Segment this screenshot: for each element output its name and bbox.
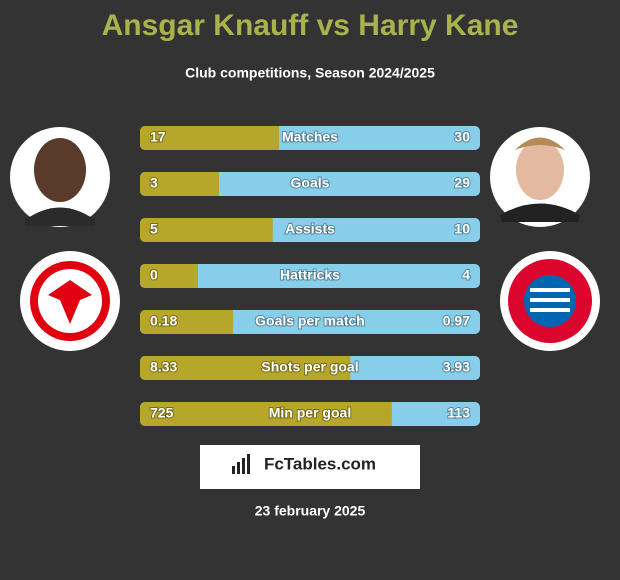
right-value: 29 [454, 175, 470, 191]
bar-left [140, 172, 219, 196]
right-value: 0.97 [443, 313, 470, 329]
bar-left [140, 402, 392, 426]
date: 23 february 2025 [255, 503, 366, 519]
left-value: 3 [150, 175, 158, 191]
right-value: 113 [447, 405, 470, 421]
brand: FcTables.com [264, 454, 376, 473]
bar-left-edge [227, 310, 234, 334]
brand-icon [232, 454, 250, 474]
left-value: 0 [150, 267, 158, 283]
stat-label: Matches [282, 129, 338, 145]
player-right-photo [490, 127, 590, 227]
player-left-photo [10, 127, 110, 227]
bar-track [140, 172, 480, 196]
bar-left [140, 218, 273, 242]
left-value: 725 [150, 405, 174, 421]
stat-label: Hattricks [280, 267, 340, 283]
bar-left [140, 264, 198, 288]
left-value: 5 [150, 221, 158, 237]
bar-left-edge [192, 264, 198, 288]
stat-label: Goals per match [255, 313, 365, 329]
club-right-logo [500, 251, 600, 351]
bar-left-edge [213, 172, 219, 196]
title: Ansgar Knauff vs Harry Kane [102, 9, 519, 42]
bar-left-edge [273, 126, 280, 150]
left-value: 17 [150, 129, 166, 145]
left-value: 0.18 [150, 313, 177, 329]
right-value: 30 [454, 129, 470, 145]
bar-track [140, 264, 480, 288]
club-left-logo [20, 251, 120, 351]
right-value: 10 [454, 221, 470, 237]
bar-left [140, 126, 280, 150]
stat-label: Assists [285, 221, 335, 237]
stat-rows: 17 Matches 30 3 Goals 29 5 Assists 10 0 Hattricks 4… [140, 126, 480, 426]
stat-label: Shots per goal [261, 359, 358, 375]
bar-left-edge [385, 402, 392, 426]
right-value: 3.93 [443, 359, 470, 375]
bar-left [140, 310, 234, 334]
subtitle: Club competitions, Season 2024/2025 [185, 65, 435, 81]
bar-left-edge [344, 356, 351, 380]
bar-left [140, 356, 351, 380]
bar-left-edge [266, 218, 273, 242]
right-value: 4 [462, 267, 470, 283]
left-value: 8.33 [150, 359, 177, 375]
stat-label: Goals [291, 175, 330, 191]
stat-label: Min per goal [269, 405, 351, 421]
brand-box [200, 445, 420, 489]
